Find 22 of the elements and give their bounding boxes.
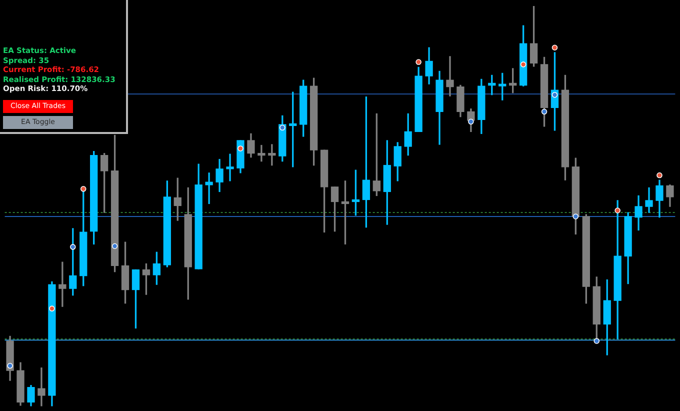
point [541,108,548,115]
point [112,243,118,250]
point [572,214,579,220]
point [70,244,76,250]
candlestick [205,172,213,204]
point [552,92,558,98]
candlestick [258,144,266,162]
candlestick [226,154,234,182]
point [49,306,55,312]
point [594,338,600,344]
point [279,124,286,131]
point [416,59,422,65]
point [80,186,86,192]
point [552,44,558,51]
point [656,172,662,178]
point [238,146,244,152]
candlestick [38,367,46,406]
point [614,208,620,214]
candlestick [446,56,454,96]
point [520,62,526,68]
point [468,118,474,125]
point [7,362,13,369]
